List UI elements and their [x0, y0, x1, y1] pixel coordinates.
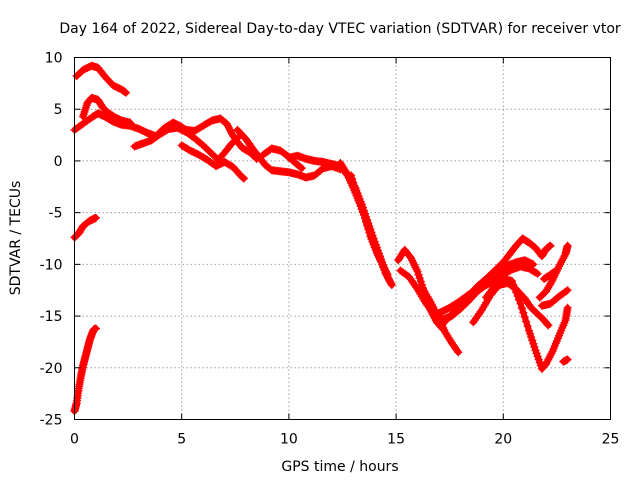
- plus-marker: [239, 174, 248, 183]
- plus-marker: [361, 214, 370, 223]
- plus-marker: [533, 269, 542, 278]
- plus-marker: [383, 270, 392, 279]
- plus-marker: [543, 320, 552, 329]
- grid: [74, 57, 611, 420]
- y-tick-label: -20: [40, 361, 63, 377]
- plus-marker: [297, 164, 306, 173]
- plus-marker: [91, 213, 100, 222]
- y-tick-label: -5: [49, 206, 63, 222]
- plus-marker: [453, 346, 462, 355]
- series-arc-end-4: [559, 355, 572, 366]
- plus-marker: [365, 228, 374, 237]
- plus-marker: [296, 163, 305, 172]
- plus-marker: [359, 210, 368, 219]
- plus-marker: [529, 260, 538, 269]
- plus-marker: [542, 319, 551, 328]
- y-tick-label: 10: [45, 51, 63, 67]
- series-arc-end-3: [540, 267, 559, 283]
- plus-marker: [515, 295, 524, 304]
- series-arc-late-3: [417, 283, 463, 357]
- y-tick-label: 5: [54, 102, 63, 118]
- x-tick-label: 0: [70, 432, 79, 448]
- plus-marker: [385, 276, 394, 285]
- series-arc-upper: [79, 93, 135, 127]
- plus-marker: [544, 321, 553, 330]
- x-tick-label: 10: [280, 432, 298, 448]
- plus-marker: [349, 178, 358, 187]
- plus-marker: [454, 348, 463, 357]
- plus-marker: [232, 135, 241, 144]
- plus-marker: [563, 303, 572, 312]
- series-arc-left-2: [70, 324, 100, 416]
- plus-marker: [364, 225, 373, 234]
- plus-marker: [520, 313, 529, 322]
- x-tick-label: 20: [494, 432, 512, 448]
- plus-marker: [348, 174, 357, 183]
- y-tick-label: -25: [40, 413, 63, 429]
- plus-marker: [562, 287, 571, 296]
- plot-frame: [74, 57, 611, 420]
- plus-marker: [341, 167, 350, 176]
- series-arc-descent-2: [347, 171, 392, 279]
- x-axis-label: GPS time / hours: [281, 459, 398, 475]
- plus-marker: [547, 277, 556, 286]
- plus-marker: [352, 188, 361, 197]
- plus-marker: [350, 181, 359, 190]
- plus-marker: [519, 308, 528, 317]
- series-arc-lower: [177, 141, 248, 183]
- series-arc-dip: [130, 123, 242, 164]
- plus-marker: [382, 269, 391, 278]
- plus-marker: [233, 134, 242, 143]
- plus-marker: [550, 267, 559, 276]
- plus-marker: [517, 304, 526, 313]
- x-tick-label: 15: [387, 432, 405, 448]
- x-tick-label: 5: [177, 432, 186, 448]
- plus-marker: [91, 324, 100, 333]
- y-axis-label: SDTVAR / TECUs: [8, 181, 24, 296]
- y-tick-label: -15: [40, 309, 63, 325]
- plus-marker: [351, 185, 360, 194]
- series-arc-main-early: [70, 109, 261, 163]
- plus-marker: [546, 241, 555, 250]
- series-arc-left-1: [70, 213, 100, 242]
- plus-marker: [522, 317, 531, 326]
- series-arc-late-7: [469, 278, 553, 330]
- plus-marker: [363, 221, 372, 230]
- plus-marker: [347, 171, 356, 180]
- plus-marker: [362, 217, 371, 226]
- y-tick-label: -10: [40, 257, 63, 273]
- series-layer: [70, 61, 572, 416]
- plus-marker: [563, 286, 572, 295]
- plus-marker: [532, 268, 541, 277]
- plus-marker: [563, 241, 572, 250]
- series-arc-late-5: [434, 256, 538, 317]
- plus-marker: [516, 299, 525, 308]
- series-arc-end-2: [537, 286, 572, 310]
- plus-marker: [563, 355, 572, 364]
- axis-ticks: 0 5 10 15 20 25 -25 -20 -15 -10 -5 0 5 10: [40, 51, 620, 448]
- plus-marker: [523, 322, 532, 331]
- chart-title: Day 164 of 2022, Sidereal Day-to-day VTE…: [59, 21, 621, 37]
- plus-marker: [121, 88, 130, 97]
- x-tick-label: 25: [602, 432, 620, 448]
- series-arc-top: [72, 61, 130, 97]
- y-tick-label: 0: [54, 154, 63, 170]
- series-arc-late-6: [482, 274, 572, 373]
